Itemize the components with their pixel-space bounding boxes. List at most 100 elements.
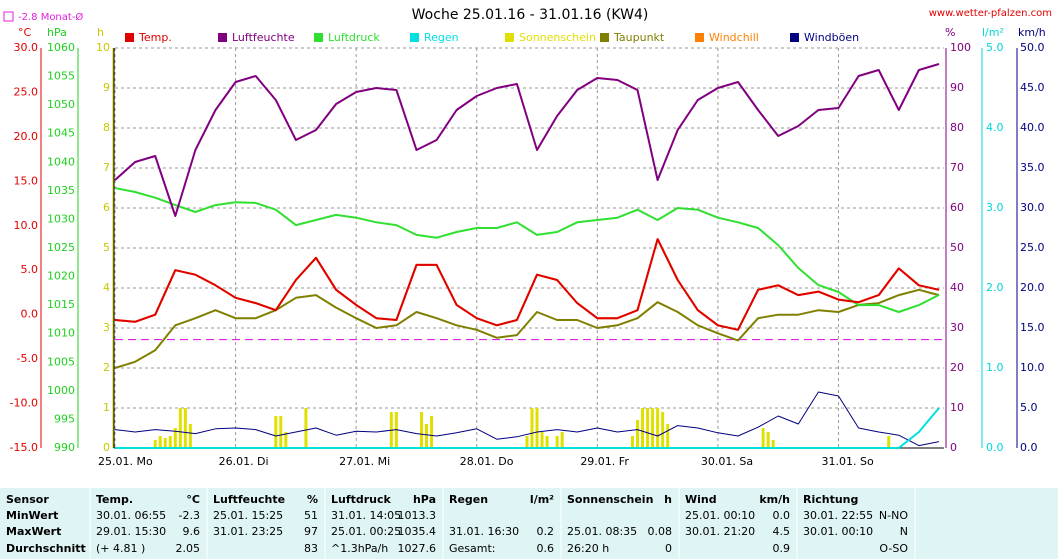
table-cell-value: 0.2	[537, 525, 555, 538]
y-tick-label: 995	[54, 412, 75, 425]
table-header: Wind	[685, 493, 717, 506]
y-tick-label: 1035	[47, 184, 75, 197]
sunshine-bar	[661, 412, 665, 448]
y-tick-label: 1060	[47, 41, 75, 54]
y-tick-label: 30.0	[1020, 201, 1045, 214]
sunshine-bar	[766, 432, 770, 448]
table-row-label: Durchschnitt	[6, 542, 86, 555]
table-header-unit: km/h	[759, 493, 790, 506]
table-cell-time: 30.01. 21:20	[685, 525, 755, 538]
table-header: Richtung	[803, 493, 858, 506]
y-tick-label: 50.0	[1020, 41, 1045, 54]
sunshine-bar	[560, 432, 564, 448]
table-cell-value: 1035.4	[398, 525, 437, 538]
sunshine-bar	[535, 408, 539, 448]
table-header: Luftdruck	[331, 493, 392, 506]
legend-label: Temp.	[138, 31, 172, 44]
y-tick-label: 5.0	[21, 263, 39, 276]
table-cell-value: N-NO	[879, 509, 908, 522]
table-cell-value: N	[900, 525, 908, 538]
sunshine-bar	[646, 408, 650, 448]
series-line	[114, 288, 940, 369]
y-tick-label: 1030	[47, 212, 75, 225]
table-header: Luftfeuchte	[213, 493, 285, 506]
y-tick-label: 20	[950, 361, 964, 374]
y-tick-label: 0.0	[986, 441, 1004, 454]
y-tick-label: 4.0	[986, 121, 1004, 134]
y-tick-label: 1005	[47, 355, 75, 368]
sunshine-bar	[274, 416, 278, 448]
table-cell-time: 25.01. 00:25	[331, 525, 401, 538]
table-cell-value: O-SO	[879, 542, 908, 555]
axis-title: %	[945, 26, 955, 39]
x-tick-label: 26.01. Di	[219, 455, 269, 468]
legend-label: Luftdruck	[328, 31, 380, 44]
legend-swatch	[218, 33, 227, 42]
table-header-unit: h	[664, 493, 672, 506]
y-tick-label: 1	[103, 401, 110, 414]
table-cell-value: 97	[304, 525, 318, 538]
legend-label: Windchill	[709, 31, 759, 44]
legend-label: Sonnenschein	[519, 31, 596, 44]
sunshine-bar	[630, 436, 634, 448]
y-tick-label: 1055	[47, 70, 75, 83]
table-cell-time: 30.01. 06:55	[96, 509, 166, 522]
y-tick-label: 3.0	[986, 201, 1004, 214]
series-line	[115, 407, 940, 449]
sunshine-bar	[530, 408, 534, 448]
table-cell-value: 0.9	[773, 542, 791, 555]
table-cell-value: 51	[304, 509, 318, 522]
y-tick-label: 25.0	[1020, 241, 1045, 254]
y-tick-label: 3	[103, 321, 110, 334]
sunshine-bar	[656, 408, 660, 448]
table-cell-value: 2.05	[176, 542, 201, 555]
legend-swatch	[125, 33, 134, 42]
y-tick-label: 1040	[47, 155, 75, 168]
y-tick-label: 1010	[47, 327, 75, 340]
y-tick-label: 1025	[47, 241, 75, 254]
table-cell-value: 0.08	[648, 525, 673, 538]
table-cell-time: 31.01. 14:05	[331, 509, 401, 522]
table-header: Sonnenschein	[567, 493, 653, 506]
legend-swatch	[314, 33, 323, 42]
y-tick-label: 20.0	[14, 130, 39, 143]
y-tick-label: 990	[54, 441, 75, 454]
sunshine-bar	[525, 436, 529, 448]
y-tick-label: 1000	[47, 384, 75, 397]
y-tick-label: 10	[950, 401, 964, 414]
y-tick-label: 100	[950, 41, 971, 54]
table-cell-time: 31.01. 23:25	[213, 525, 283, 538]
y-tick-label: 80	[950, 121, 964, 134]
sunshine-bar	[761, 428, 765, 448]
sunshine-bar	[636, 420, 640, 448]
table-row-label: MinWert	[6, 509, 58, 522]
y-tick-label: 30	[950, 321, 964, 334]
x-tick-label: 27.01. Mi	[339, 455, 390, 468]
sunshine-bar	[430, 416, 434, 448]
sunshine-bar	[540, 432, 544, 448]
y-tick-label: 15.0	[14, 174, 39, 187]
table-cell-time: 25.01. 08:35	[567, 525, 637, 538]
table-cell-value: 9.6	[183, 525, 201, 538]
sunshine-bar	[163, 438, 167, 448]
table-header-unit: %	[307, 493, 318, 506]
sunshine-bar	[304, 408, 308, 448]
table-cell-value: 1027.6	[398, 542, 437, 555]
y-tick-label: 9	[103, 81, 110, 94]
series-line	[114, 187, 940, 313]
y-tick-label: 1045	[47, 127, 75, 140]
y-tick-label: -5.0	[17, 352, 38, 365]
y-tick-label: 5.0	[1020, 401, 1038, 414]
y-tick-label: 50	[950, 241, 964, 254]
x-tick-label: 29.01. Fr	[580, 455, 629, 468]
sunshine-bar	[188, 424, 192, 448]
y-tick-label: 35.0	[1020, 161, 1045, 174]
table-cell-time: 30.01. 00:10	[803, 525, 873, 538]
table-cell-time: 26:20 h	[567, 542, 609, 555]
sunshine-bar	[555, 436, 559, 448]
y-tick-label: 1015	[47, 298, 75, 311]
y-tick-label: 10.0	[1020, 361, 1045, 374]
